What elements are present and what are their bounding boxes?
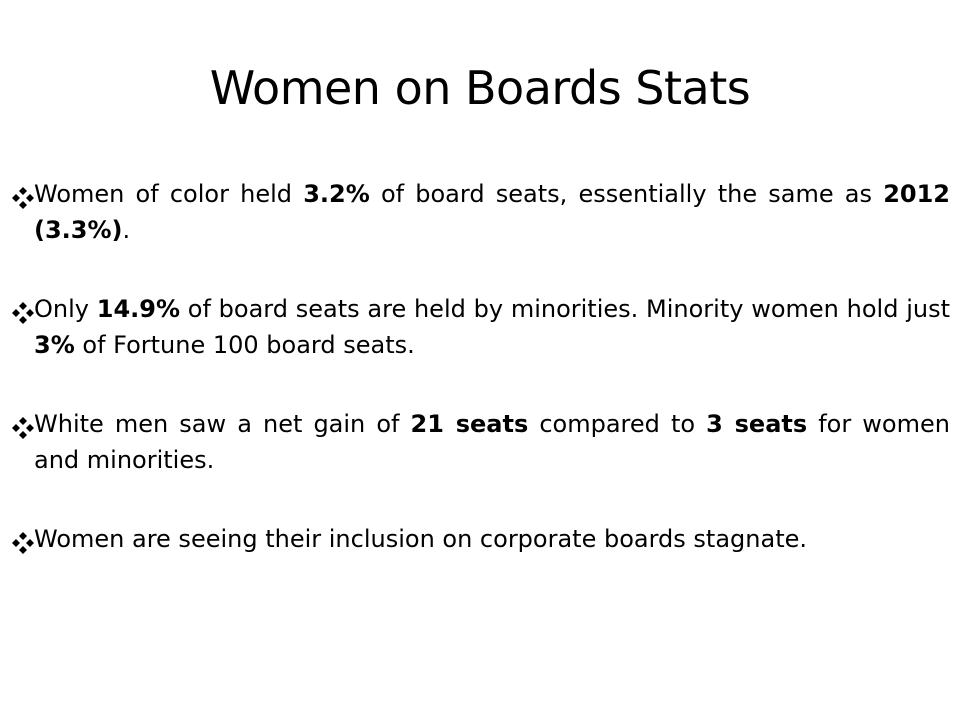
diamond-bullet-icon: [12, 528, 34, 554]
bullet-segment: White men saw a net gain of: [34, 410, 411, 438]
bullet-segment: of Fortune 100 board seats.: [74, 331, 415, 359]
bullet-text: White men saw a net gain of 21 seats com…: [34, 410, 950, 474]
bullet-segment: compared to: [528, 410, 707, 438]
diamond-bullet-icon: [12, 413, 34, 439]
bullet-highlight: 14.9%: [96, 295, 181, 323]
bullet-segment: of board seats, essentially the same as: [369, 180, 884, 208]
bullet-list: Women of color held 3.2% of board seats,…: [12, 176, 950, 600]
bullet-segment: Women of color held: [34, 180, 304, 208]
diamond-bullet-icon: [12, 298, 34, 324]
bullet-segment: Women are seeing their inclusion on corp…: [34, 525, 807, 553]
bullet-segment: for women and minorities.: [34, 410, 950, 474]
bullet-text: Women are seeing their inclusion on corp…: [34, 525, 807, 553]
bullet-segment: .: [122, 216, 131, 244]
bullet-highlight: 3%: [34, 331, 75, 359]
bullet-item: White men saw a net gain of 21 seats com…: [12, 406, 950, 478]
bullet-text: Women of color held 3.2% of board seats,…: [34, 180, 950, 244]
bullet-highlight: 2012 (3.3%): [34, 180, 950, 244]
slide-title: Women on Boards Stats: [209, 61, 751, 115]
bullet-item: Women of color held 3.2% of board seats,…: [12, 176, 950, 248]
bullet-highlight: 21 seats: [410, 410, 529, 438]
bullet-segment: Only: [34, 295, 97, 323]
bullet-highlight: 3 seats: [706, 410, 808, 438]
bullet-segment: of board seats are held by minorities. M…: [180, 295, 950, 323]
bullet-text: Only 14.9% of board seats are held by mi…: [34, 295, 950, 359]
diamond-bullet-icon: [12, 183, 34, 209]
bullet-highlight: 3.2%: [303, 180, 370, 208]
bullet-item: Only 14.9% of board seats are held by mi…: [12, 291, 950, 363]
bullet-item: Women are seeing their inclusion on corp…: [12, 521, 950, 557]
